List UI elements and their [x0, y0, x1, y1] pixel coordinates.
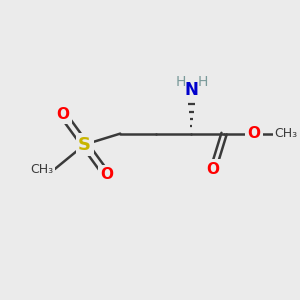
Text: O: O	[248, 126, 261, 141]
Text: O: O	[207, 162, 220, 177]
Text: O: O	[56, 107, 69, 122]
Text: H: H	[198, 75, 208, 89]
Text: CH₃: CH₃	[30, 163, 53, 176]
Text: O: O	[100, 167, 113, 182]
Text: N: N	[184, 81, 198, 99]
Text: H: H	[176, 75, 186, 89]
Text: S: S	[78, 136, 91, 154]
Text: CH₃: CH₃	[274, 127, 298, 140]
